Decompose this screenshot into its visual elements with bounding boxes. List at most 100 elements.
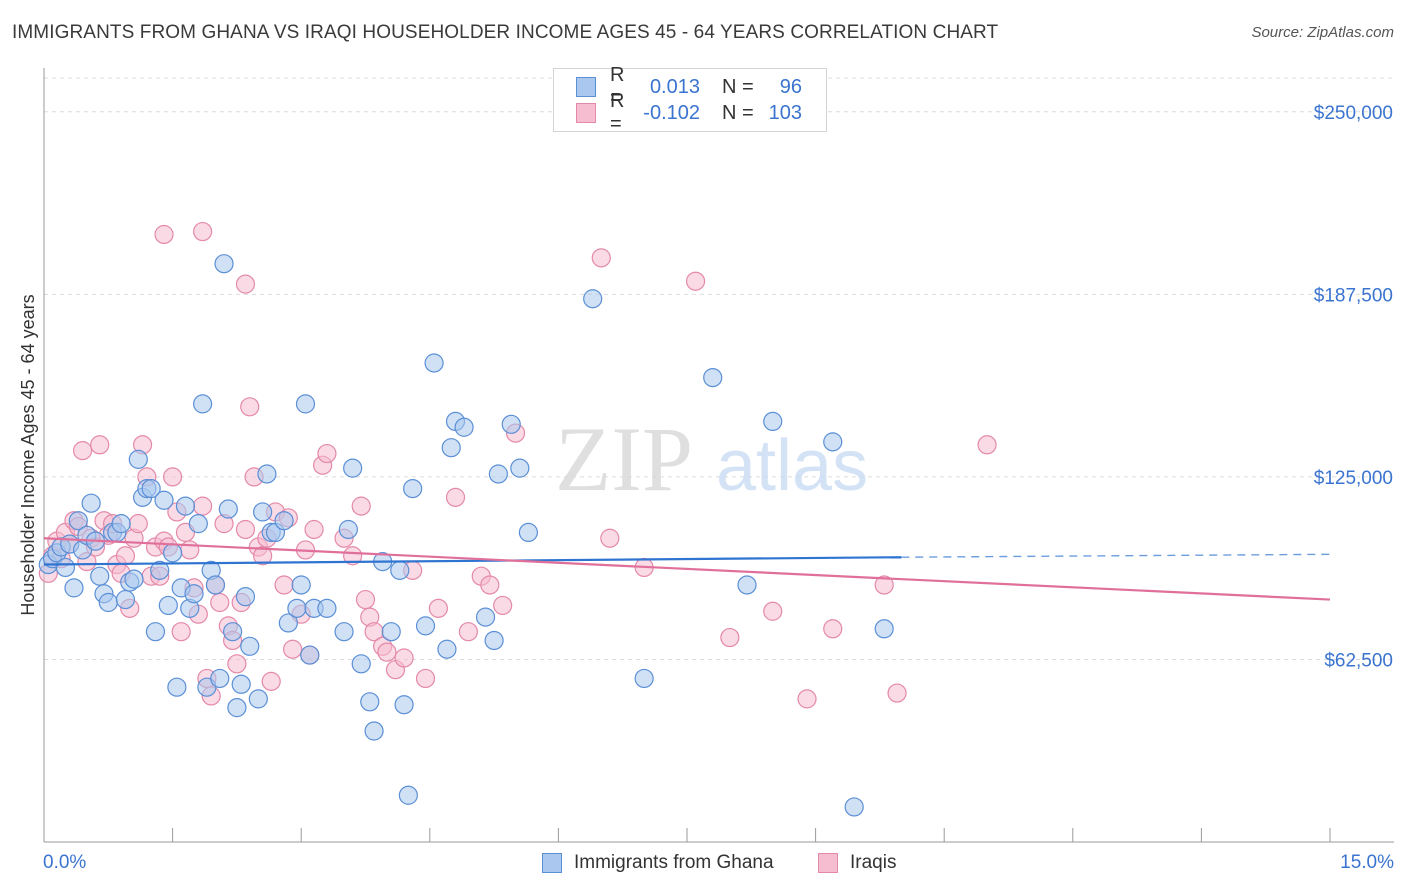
ghana-point <box>360 692 380 712</box>
iraqi-point <box>377 642 397 662</box>
iraqi-point <box>163 467 183 487</box>
ghana-point <box>205 575 226 595</box>
ghana-point <box>317 598 337 618</box>
ghana-point <box>115 589 136 610</box>
ghana-point <box>218 499 238 519</box>
ghana-point <box>128 449 148 469</box>
ghana-point <box>154 490 174 510</box>
ghana-point <box>484 630 504 651</box>
ghana-point <box>163 543 183 563</box>
ghana-point <box>175 496 196 516</box>
ghana-point <box>231 674 251 694</box>
ghana-point <box>257 464 277 484</box>
iraqi-point <box>274 575 294 595</box>
ghana-point <box>81 493 101 513</box>
iraqi-point <box>115 546 136 566</box>
stats-row-iraqi: R = -0.102 N = 103 <box>576 90 802 135</box>
ghana-point <box>334 622 354 642</box>
iraqi-point <box>283 639 303 659</box>
ghana-point <box>441 438 461 458</box>
iraqi-point <box>480 575 500 595</box>
ghana-point <box>145 622 166 642</box>
stats-legend: R = 0.013 N = 96 R = -0.102 N = 103 <box>553 64 827 135</box>
ghana-point <box>227 698 247 718</box>
ghana-point <box>874 619 894 639</box>
iraqi-point <box>193 496 213 516</box>
iraqi-point <box>240 397 260 417</box>
ghana-point <box>381 622 401 642</box>
iraqi-point <box>128 514 148 534</box>
ghana-point <box>274 511 294 531</box>
iraqi-point <box>317 443 337 464</box>
iraqi-point <box>210 592 230 613</box>
ghana-point <box>188 514 208 534</box>
iraqi-legend-swatch <box>818 853 838 873</box>
r-label: R = <box>610 90 625 135</box>
watermark-zip: ZIP <box>555 408 693 510</box>
ghana-trend-line <box>43 556 902 566</box>
ghana-point <box>763 411 783 432</box>
y-tick-label: $187,500 <box>1314 285 1393 306</box>
ghana-point <box>210 668 230 689</box>
iraqi-point <box>458 622 478 642</box>
ghana-point <box>193 394 213 414</box>
ghana-point <box>364 721 384 741</box>
n-label: N = <box>722 75 754 98</box>
legend-item-iraqis[interactable]: Iraqis <box>818 852 896 874</box>
iraqi-point <box>685 271 706 291</box>
ghana-trend-dashed <box>901 553 1331 558</box>
ghana-point <box>287 598 307 618</box>
iraqi-point <box>797 689 817 709</box>
ghana-point <box>300 645 320 665</box>
iraqi-point <box>355 589 376 610</box>
ghana-point <box>583 289 603 309</box>
x-tick-min: 0.0% <box>43 852 87 873</box>
iraqi-point <box>193 221 213 242</box>
iraqi-point <box>235 274 256 294</box>
iraqi-trend-line <box>43 537 1331 601</box>
ghana-point <box>235 587 256 607</box>
legend-item-ghana[interactable]: Immigrants from Ghana <box>542 852 774 874</box>
iraqi-point <box>874 575 894 595</box>
iraqi-swatch <box>576 103 596 123</box>
r-label: R = <box>610 64 625 109</box>
ghana-point <box>240 636 260 656</box>
ghana-legend-swatch <box>542 853 562 873</box>
iraqi-point <box>428 598 448 618</box>
iraqi-point <box>72 441 93 461</box>
x-tick-max: 15.0% <box>1340 852 1394 873</box>
ghana-point <box>351 654 371 674</box>
iraqi-point <box>977 435 997 455</box>
ghana-point <box>214 254 234 274</box>
y-axis-label: Householder Income Ages 45 - 64 years <box>18 294 38 615</box>
ghana-point <box>343 458 363 478</box>
gridlines <box>44 77 1394 660</box>
iraqi-point <box>235 519 256 540</box>
n-value: 96 <box>779 75 802 98</box>
stats-row-ghana: R = 0.013 N = 96 <box>576 64 802 109</box>
ghana-point <box>98 592 118 613</box>
ghana-point <box>291 575 311 595</box>
iraqi-point <box>351 496 371 516</box>
source-label: Source: ZipAtlas.com <box>1251 24 1394 41</box>
ghana-point <box>141 478 161 499</box>
ghana-point <box>394 695 414 715</box>
ghana-point <box>398 785 418 805</box>
ghana-point <box>737 575 757 595</box>
ghana-point <box>68 511 88 531</box>
ghana-point <box>124 569 144 589</box>
iraqi-point <box>261 671 281 691</box>
ghana-point <box>488 464 508 484</box>
iraqi-point <box>90 435 110 455</box>
ghana-point <box>167 677 187 697</box>
ghana-point <box>223 622 243 642</box>
trend-lines <box>43 537 1331 601</box>
ghana-point <box>248 689 268 709</box>
iraqi-point <box>493 595 513 616</box>
ghana-point <box>64 578 84 598</box>
ghana-point <box>403 478 423 499</box>
chart-title: IMMIGRANTS FROM GHANA VS IRAQI HOUSEHOLD… <box>12 22 999 43</box>
iraqi-point <box>720 627 740 648</box>
ghana-point <box>437 639 457 659</box>
